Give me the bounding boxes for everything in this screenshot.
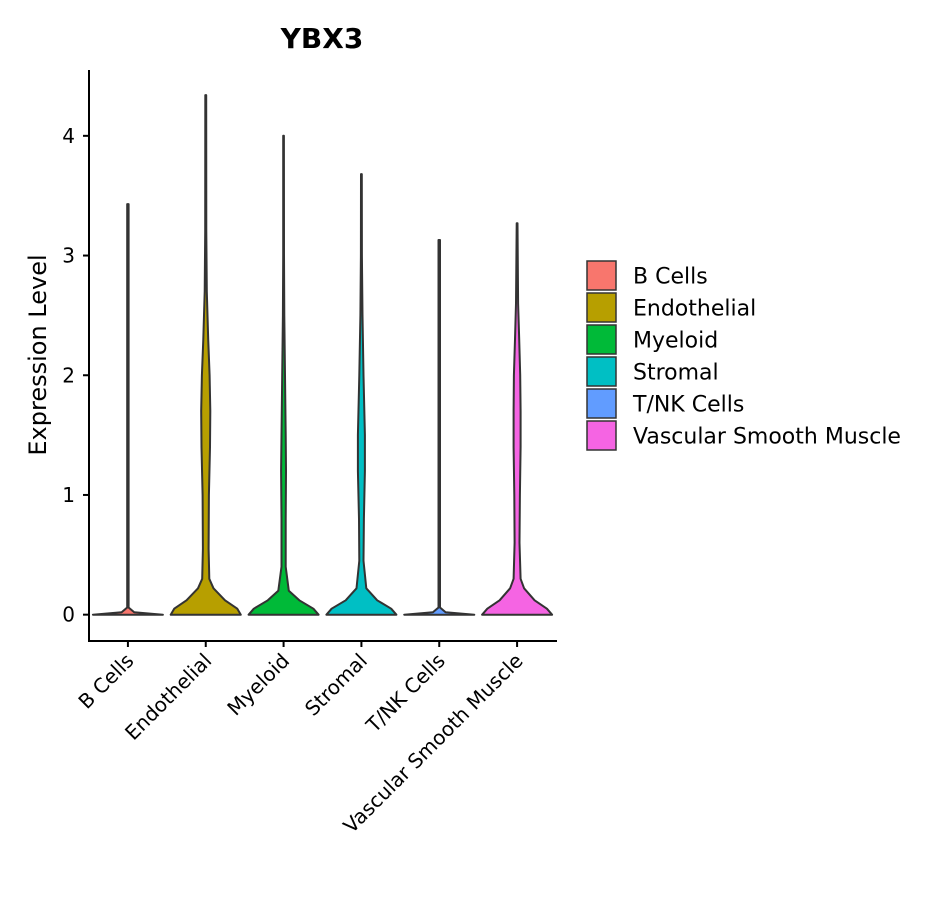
legend-label-myeloid: Myeloid [633, 329, 718, 354]
x-tick-label-b-cells: B Cells [73, 649, 138, 714]
legend-key-b-cells [586, 260, 617, 291]
violin-stromal [325, 173, 398, 616]
legend-label-b-cells: B Cells [633, 265, 708, 290]
legend-label-vascular-smooth-muscle: Vascular Smooth Muscle [633, 425, 901, 450]
legend-label-t-nk-cells: T/NK Cells [632, 393, 744, 418]
x-tick-label-myeloid: Myeloid [222, 649, 294, 721]
chart-title: YBX3 [280, 22, 364, 55]
legend-key-stromal [586, 356, 617, 387]
legend-key-myeloid [586, 324, 617, 355]
legend-key-vascular-smooth-muscle [586, 420, 617, 451]
legend: B Cells Endothelial Myeloid Stromal T/NK Cel… [586, 260, 901, 451]
violin-group [91, 94, 554, 616]
x-tick-label-stromal: Stromal [300, 649, 372, 721]
legend-key-t-nk-cells [586, 388, 617, 419]
y-axis-ticks: 0 1 2 3 4 [62, 124, 89, 627]
violin-myeloid [247, 134, 320, 616]
legend-key-endothelial [586, 292, 617, 323]
y-tick-label: 3 [62, 244, 75, 268]
violin-vascular-smooth-muscle [481, 222, 554, 616]
y-axis-title: Expression Level [24, 254, 52, 455]
violin-endothelial [169, 94, 242, 616]
violin-b-cells [91, 203, 164, 616]
violin-t-nk-cells [403, 239, 476, 616]
y-tick-label: 2 [62, 363, 75, 387]
legend-label-endothelial: Endothelial [633, 297, 756, 322]
y-tick-label: 0 [62, 603, 75, 627]
legend-label-stromal: Stromal [633, 361, 719, 386]
y-tick-label: 4 [62, 124, 75, 148]
y-tick-label: 1 [62, 483, 75, 507]
